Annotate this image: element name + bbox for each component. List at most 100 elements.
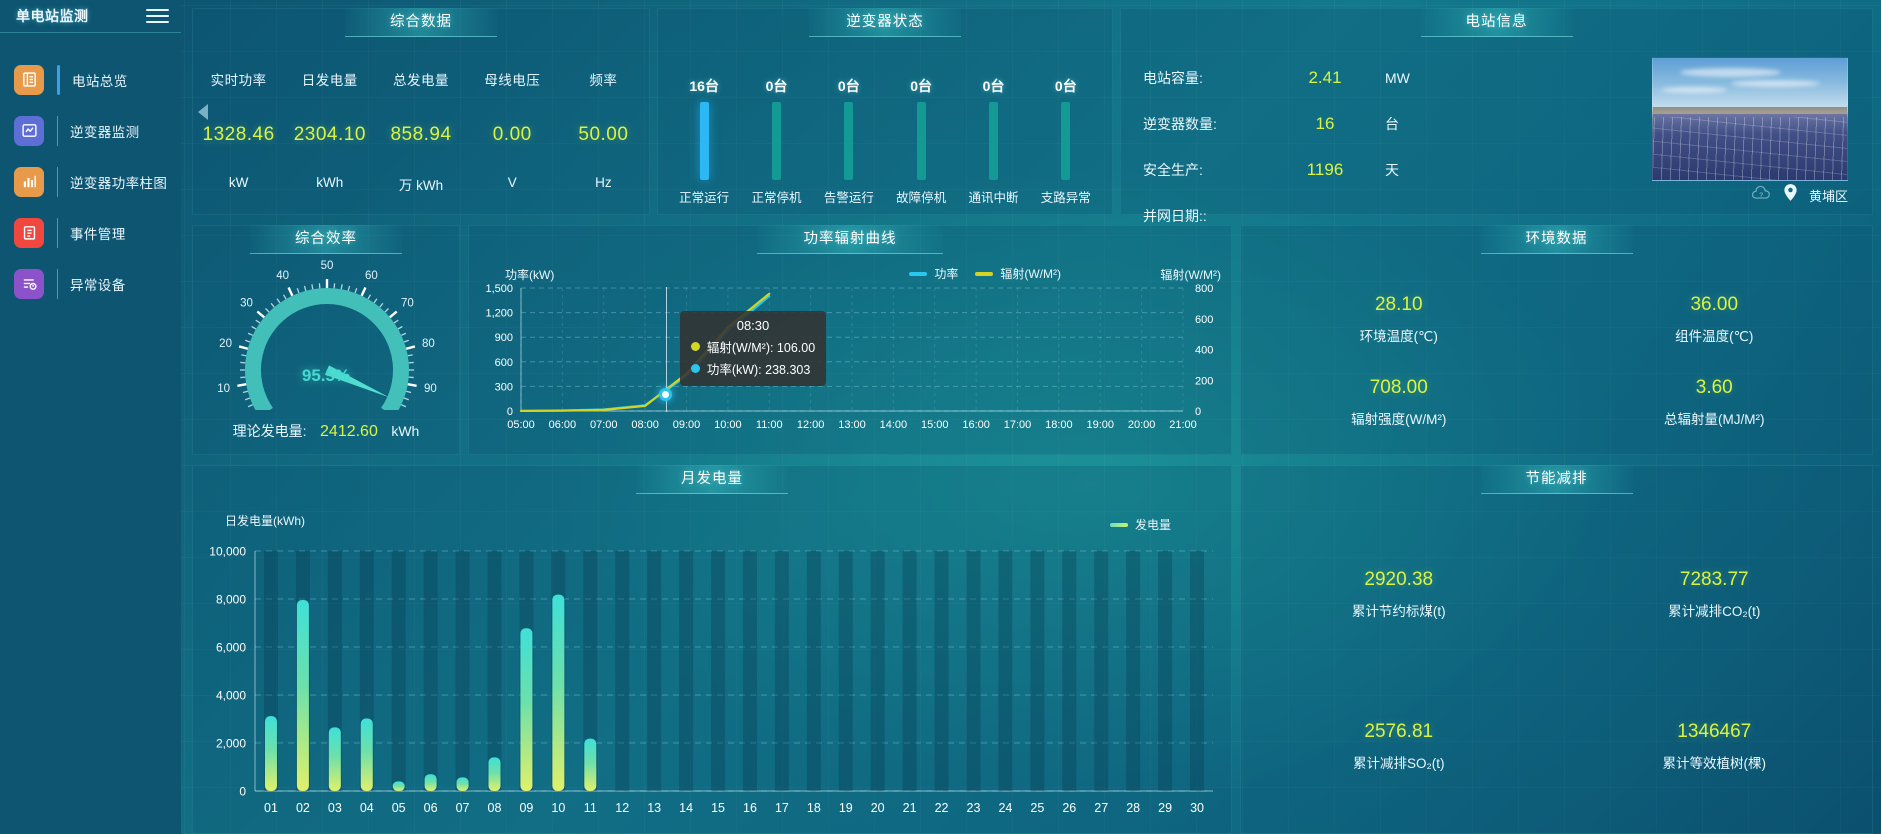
- bar[interactable]: [328, 727, 341, 791]
- bar[interactable]: [552, 594, 565, 791]
- power-irradiance-chart[interactable]: 功率(kW) 辐射(W/M²) 功率 辐射(W/M²) 0 300 600 900 1,…: [469, 226, 1231, 454]
- station-location: 黄埔区: [1808, 188, 1848, 204]
- inverter-status-item[interactable]: 0台 告警运行: [813, 76, 885, 206]
- kpi-cell: 0.00: [467, 124, 558, 146]
- status-count: 0台: [765, 78, 788, 94]
- svg-text:06:00: 06:00: [549, 419, 577, 431]
- collapse-left-arrow[interactable]: [198, 103, 208, 120]
- bar-track: [774, 551, 789, 791]
- sidebar-active-marker: [57, 64, 60, 95]
- x-tick-label: 27: [1094, 801, 1108, 815]
- savings-item: 2576.81 累计减排SO₂(t): [1241, 671, 1557, 824]
- inverter-status-item[interactable]: 0台 正常停机: [740, 76, 812, 206]
- svg-text:800: 800: [1195, 283, 1213, 295]
- inverter-status-item[interactable]: 0台 支路异常: [1030, 76, 1102, 206]
- svg-text:10:00: 10:00: [714, 419, 742, 431]
- bar[interactable]: [264, 716, 277, 791]
- x-tick-label: 17: [775, 801, 789, 815]
- svg-text:12:00: 12:00: [797, 419, 825, 431]
- kpi-label: 实时功率: [210, 73, 267, 88]
- x-tick-label: 05: [392, 801, 406, 815]
- sidebar-divider: [57, 217, 58, 248]
- bar-track: [583, 551, 598, 791]
- sidebar-divider: [57, 166, 58, 197]
- tooltip-time: 08:30: [736, 318, 770, 333]
- station-info-panel: 电站信息 电站容量: 2.41 MW 逆变器数量: 16 台 安全生产: 119…: [1120, 8, 1873, 224]
- svg-text:0: 0: [239, 785, 246, 799]
- sidebar: 单电站监测 电站总览: [0, 0, 181, 834]
- bar[interactable]: [584, 738, 597, 791]
- svg-text:40: 40: [276, 270, 289, 282]
- sidebar-item-inverter-monitor[interactable]: 逆变器监测: [0, 110, 181, 151]
- sidebar-divider: [57, 115, 58, 146]
- sidebar-item-inverter-power-chart[interactable]: 逆变器功率柱图: [0, 161, 181, 202]
- svg-text:17:00: 17:00: [1004, 419, 1032, 431]
- photo-cloud: [1730, 79, 1820, 87]
- inverter-status-item[interactable]: 0台 通讯中断: [957, 76, 1029, 206]
- summary-panel: 综合数据 实时功率 日发电量 总发电量 母线电压 频率 1328.46 2304…: [192, 8, 650, 215]
- environment-item: 3.60 总辐射量(MJ/M²): [1557, 361, 1873, 444]
- svg-text:400: 400: [1195, 345, 1213, 357]
- svg-text:10,000: 10,000: [209, 545, 246, 559]
- station-label: 安全生产:: [1143, 162, 1203, 178]
- chart-legend[interactable]: 发电量: [1109, 516, 1171, 533]
- bar[interactable]: [456, 777, 469, 791]
- environment-item: 36.00 组件温度(℃): [1557, 278, 1873, 361]
- svg-text:1,200: 1,200: [485, 308, 513, 320]
- svg-text:19:00: 19:00: [1086, 419, 1114, 431]
- station-footer: ? 黄埔区: [1750, 184, 1848, 206]
- bar[interactable]: [488, 757, 501, 791]
- bar-track: [1126, 551, 1141, 791]
- svg-text:8,000: 8,000: [216, 593, 246, 607]
- bar-track: [647, 551, 662, 791]
- svg-text:13:00: 13:00: [838, 419, 866, 431]
- bar[interactable]: [296, 599, 309, 791]
- environment-value: 708.00: [1369, 377, 1428, 398]
- kpi-label: 总发电量: [393, 73, 449, 88]
- station-unit: 天: [1385, 162, 1399, 178]
- inverter-status-item[interactable]: 16台 正常运行: [668, 76, 740, 206]
- kpi-cell: kWh: [284, 174, 375, 195]
- kpi-cell: 50.00: [558, 124, 649, 146]
- inverter-status-bars: 16台 正常运行 0台 正常停机 0台 告警运行 0台 故障停机 0台: [668, 47, 1102, 206]
- kpi-cell: 1328.46: [193, 124, 284, 146]
- bar[interactable]: [360, 718, 373, 791]
- kpi-label: 日发电量: [301, 73, 358, 88]
- bar-track: [934, 551, 949, 791]
- bar[interactable]: [424, 774, 437, 791]
- x-tick-label: 20: [871, 801, 885, 815]
- x-tick-label: 26: [1062, 801, 1076, 815]
- svg-text:18:00: 18:00: [1045, 419, 1073, 431]
- kpi-value: 858.94: [390, 124, 452, 145]
- environment-panel: 环境数据 28.10 环境温度(℃) 36.00 组件温度(℃) 708.00 …: [1240, 225, 1873, 455]
- savings-label: 累计节约标煤(t): [1351, 603, 1446, 619]
- sidebar-item-event-management[interactable]: 事件管理: [0, 212, 181, 253]
- svg-text:20: 20: [219, 338, 232, 350]
- x-tick-label: 01: [264, 801, 278, 815]
- kpi-value: 0.00: [492, 124, 532, 145]
- monthly-generation-chart[interactable]: 日发电量(kWh) 发电量 0 2,000 4,000 6,000 8,000 10,00…: [193, 466, 1231, 833]
- inverter-status-item[interactable]: 0台 故障停机: [885, 76, 957, 206]
- kpi-cell: 频率: [558, 69, 649, 90]
- status-label: 正常运行: [679, 191, 730, 205]
- x-tick-label: 02: [296, 801, 310, 815]
- kpi-unit: kWh: [316, 175, 344, 190]
- hamburger-icon[interactable]: [146, 9, 169, 23]
- kpi-cell: 858.94: [375, 124, 466, 146]
- svg-text:600: 600: [495, 357, 513, 369]
- sidebar-item-abnormal-devices[interactable]: 异常设备: [0, 263, 181, 304]
- bar[interactable]: [392, 781, 405, 791]
- kpi-cell: Hz: [558, 174, 649, 195]
- photo-cloud: [1660, 87, 1727, 94]
- legend-label-generation: 发电量: [1134, 518, 1171, 532]
- tooltip-power-text: 功率(kW): 238.303: [706, 363, 811, 377]
- status-label: 正常停机: [751, 191, 802, 205]
- sidebar-item-overview[interactable]: 电站总览: [0, 59, 181, 100]
- nav-spacer: [0, 100, 181, 110]
- y-axis-title: 日发电量(kWh): [225, 514, 305, 528]
- chart-legend[interactable]: 功率 辐射(W/M²): [909, 265, 1061, 282]
- tooltip-dot-irradiance: [690, 342, 700, 351]
- bar[interactable]: [520, 628, 533, 791]
- bar-track: [1158, 551, 1173, 791]
